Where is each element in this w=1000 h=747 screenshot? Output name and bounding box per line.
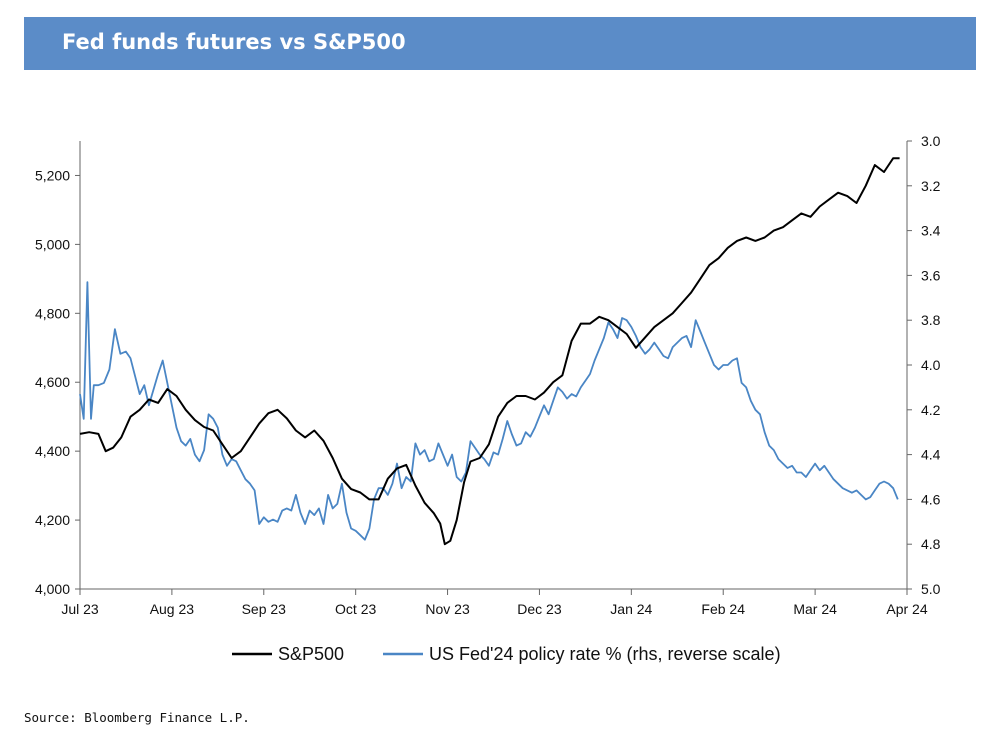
legend-sp500-label: S&P500 (278, 644, 344, 664)
title-bar: Fed funds futures vs S&P500 (24, 17, 976, 70)
left-tick-label: 4,200 (35, 512, 70, 528)
left-tick-label: 5,000 (35, 236, 70, 252)
right-tick-label: 3.2 (921, 178, 941, 194)
left-tick-label: 4,800 (35, 305, 70, 321)
series-sp500-line (79, 157, 900, 546)
x-tick-label: Aug 23 (150, 601, 195, 617)
x-tick-label: Sep 23 (242, 601, 287, 617)
x-tick-label: Jan 24 (610, 601, 652, 617)
x-tick-label: Dec 23 (517, 601, 562, 617)
right-tick-label: 4.4 (921, 447, 941, 463)
series-layer (79, 157, 900, 546)
chart: 4,000 4,200 4,400 4,600 4,800 5,000 5,200 3.0 3.… (35, 133, 941, 664)
left-tick-label: 4,400 (35, 443, 70, 459)
right-tick-label: 4.8 (921, 536, 941, 552)
x-tick-label: Apr 24 (886, 601, 927, 617)
x-tick-label: Nov 23 (425, 601, 470, 617)
right-tick-label: 5.0 (921, 581, 941, 597)
x-tick-label: Jul 23 (61, 601, 99, 617)
left-tick-label: 5,200 (35, 167, 70, 183)
right-tick-label: 3.4 (921, 223, 941, 239)
series-fed-rate-line (79, 281, 899, 541)
legend: S&P500 US Fed'24 policy rate % (rhs, reve… (232, 644, 781, 664)
right-tick-label: 4.2 (921, 402, 941, 418)
right-tick-label: 4.6 (921, 491, 941, 507)
axes: 4,000 4,200 4,400 4,600 4,800 5,000 5,200 3.0 3.… (35, 133, 941, 617)
left-tick-label: 4,000 (35, 581, 70, 597)
x-tick-label: Mar 24 (793, 601, 837, 617)
legend-fed-rate-label: US Fed'24 policy rate % (rhs, reverse sc… (429, 644, 781, 664)
x-tick-label: Feb 24 (701, 601, 745, 617)
right-tick-label: 3.8 (921, 312, 941, 328)
left-tick-label: 4,600 (35, 374, 70, 390)
right-tick-label: 3.6 (921, 267, 941, 283)
x-tick-label: Oct 23 (335, 601, 376, 617)
right-tick-label: 4.0 (921, 357, 941, 373)
right-tick-label: 3.0 (921, 133, 941, 149)
source-note: Source: Bloomberg Finance L.P. (24, 710, 250, 725)
chart-title: Fed funds futures vs S&P500 (62, 30, 406, 54)
